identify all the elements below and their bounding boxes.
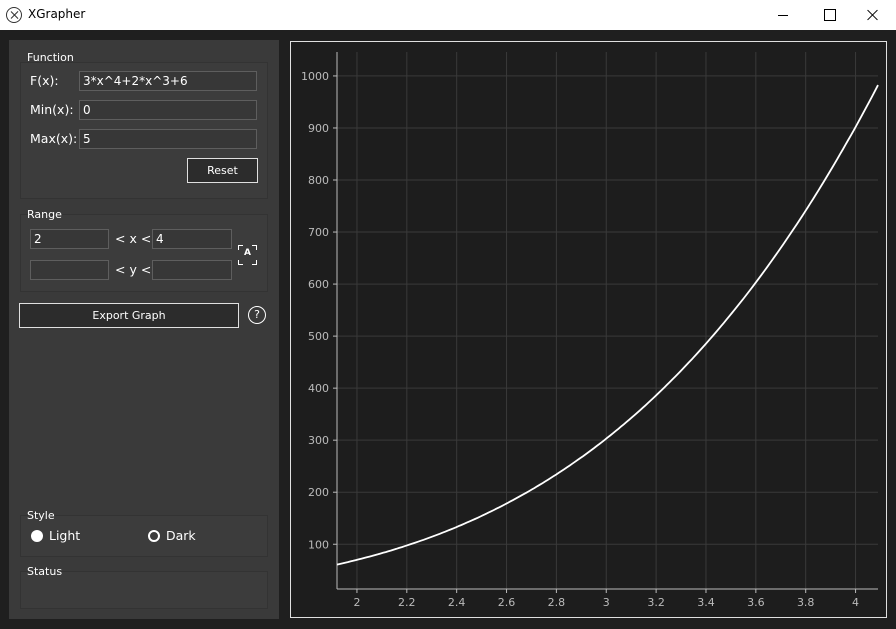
function-input[interactable]: 3*x^4+2*x^3+6 [79, 71, 257, 91]
style-group-title: Style [27, 509, 55, 522]
y-tick-label: 700 [308, 226, 329, 239]
y-tick-label: 900 [308, 122, 329, 135]
y-tick-label: 600 [308, 278, 329, 291]
reset-button[interactable]: Reset [187, 158, 258, 183]
x-max-input[interactable]: 4 [152, 229, 232, 249]
x-tick-label: 3.8 [797, 596, 815, 609]
y-tick-label: 500 [308, 330, 329, 343]
window-title: XGrapher [28, 7, 86, 21]
x-tick-label: 3.6 [747, 596, 765, 609]
x-tick-label: 2.2 [398, 596, 416, 609]
x-tick-label: 3.2 [647, 596, 665, 609]
function-curve [336, 84, 879, 566]
light-style-radio[interactable] [31, 530, 43, 542]
export-graph-button[interactable]: Export Graph [19, 303, 239, 328]
graph-area[interactable]: 2 2.2 2.4 2.6 2.8 3 3.2 3.4 3.6 3.8 4 100 200 300 400 5… [290, 41, 887, 618]
y-tick-label: 800 [308, 174, 329, 187]
y-tick-label: 1000 [301, 70, 329, 83]
x-tick-label: 3.4 [697, 596, 715, 609]
app-logo-icon [6, 7, 22, 23]
y-tick-label: 200 [308, 486, 329, 499]
y-tick-label: 400 [308, 382, 329, 395]
min-x-input[interactable]: 0 [79, 100, 257, 120]
title-bar: XGrapher [0, 0, 896, 30]
y-min-input[interactable] [30, 260, 109, 280]
style-group [20, 515, 268, 557]
x-tick-label: 2.6 [498, 596, 516, 609]
graph-canvas: 2 2.2 2.4 2.6 2.8 3 3.2 3.4 3.6 3.8 4 100 200 300 400 5… [301, 52, 879, 609]
close-icon[interactable] [850, 0, 896, 30]
x-tick-label: 4 [852, 596, 859, 609]
status-group-title: Status [27, 565, 63, 578]
max-x-label: Max(x): [30, 131, 78, 146]
x-tick-label: 2.8 [548, 596, 566, 609]
minimize-icon[interactable] [760, 0, 806, 30]
range-group [20, 214, 268, 292]
x-min-input[interactable]: 2 [30, 229, 109, 249]
y-tick-label: 300 [308, 434, 329, 447]
x-tick-label: 2.4 [448, 596, 466, 609]
x-range-label: < x < [115, 231, 152, 246]
x-tick-label: 2 [353, 596, 360, 609]
dark-style-label[interactable]: Dark [166, 528, 196, 543]
y-max-input[interactable] [152, 260, 232, 280]
dark-style-radio[interactable] [148, 530, 160, 542]
function-group-title: Function [27, 51, 74, 64]
maximize-icon[interactable] [806, 0, 852, 30]
y-tick-label: 100 [308, 538, 329, 551]
min-x-label: Min(x): [30, 102, 74, 117]
y-range-label: < y < [115, 262, 152, 277]
status-group [20, 571, 268, 609]
max-x-input[interactable]: 5 [79, 129, 257, 149]
fx-label: F(x): [30, 73, 59, 88]
auto-range-icon[interactable]: A [238, 245, 257, 265]
x-tick-label: 3 [603, 596, 610, 609]
help-icon[interactable]: ? [248, 306, 266, 324]
range-group-title: Range [27, 208, 62, 221]
light-style-label[interactable]: Light [49, 528, 81, 543]
